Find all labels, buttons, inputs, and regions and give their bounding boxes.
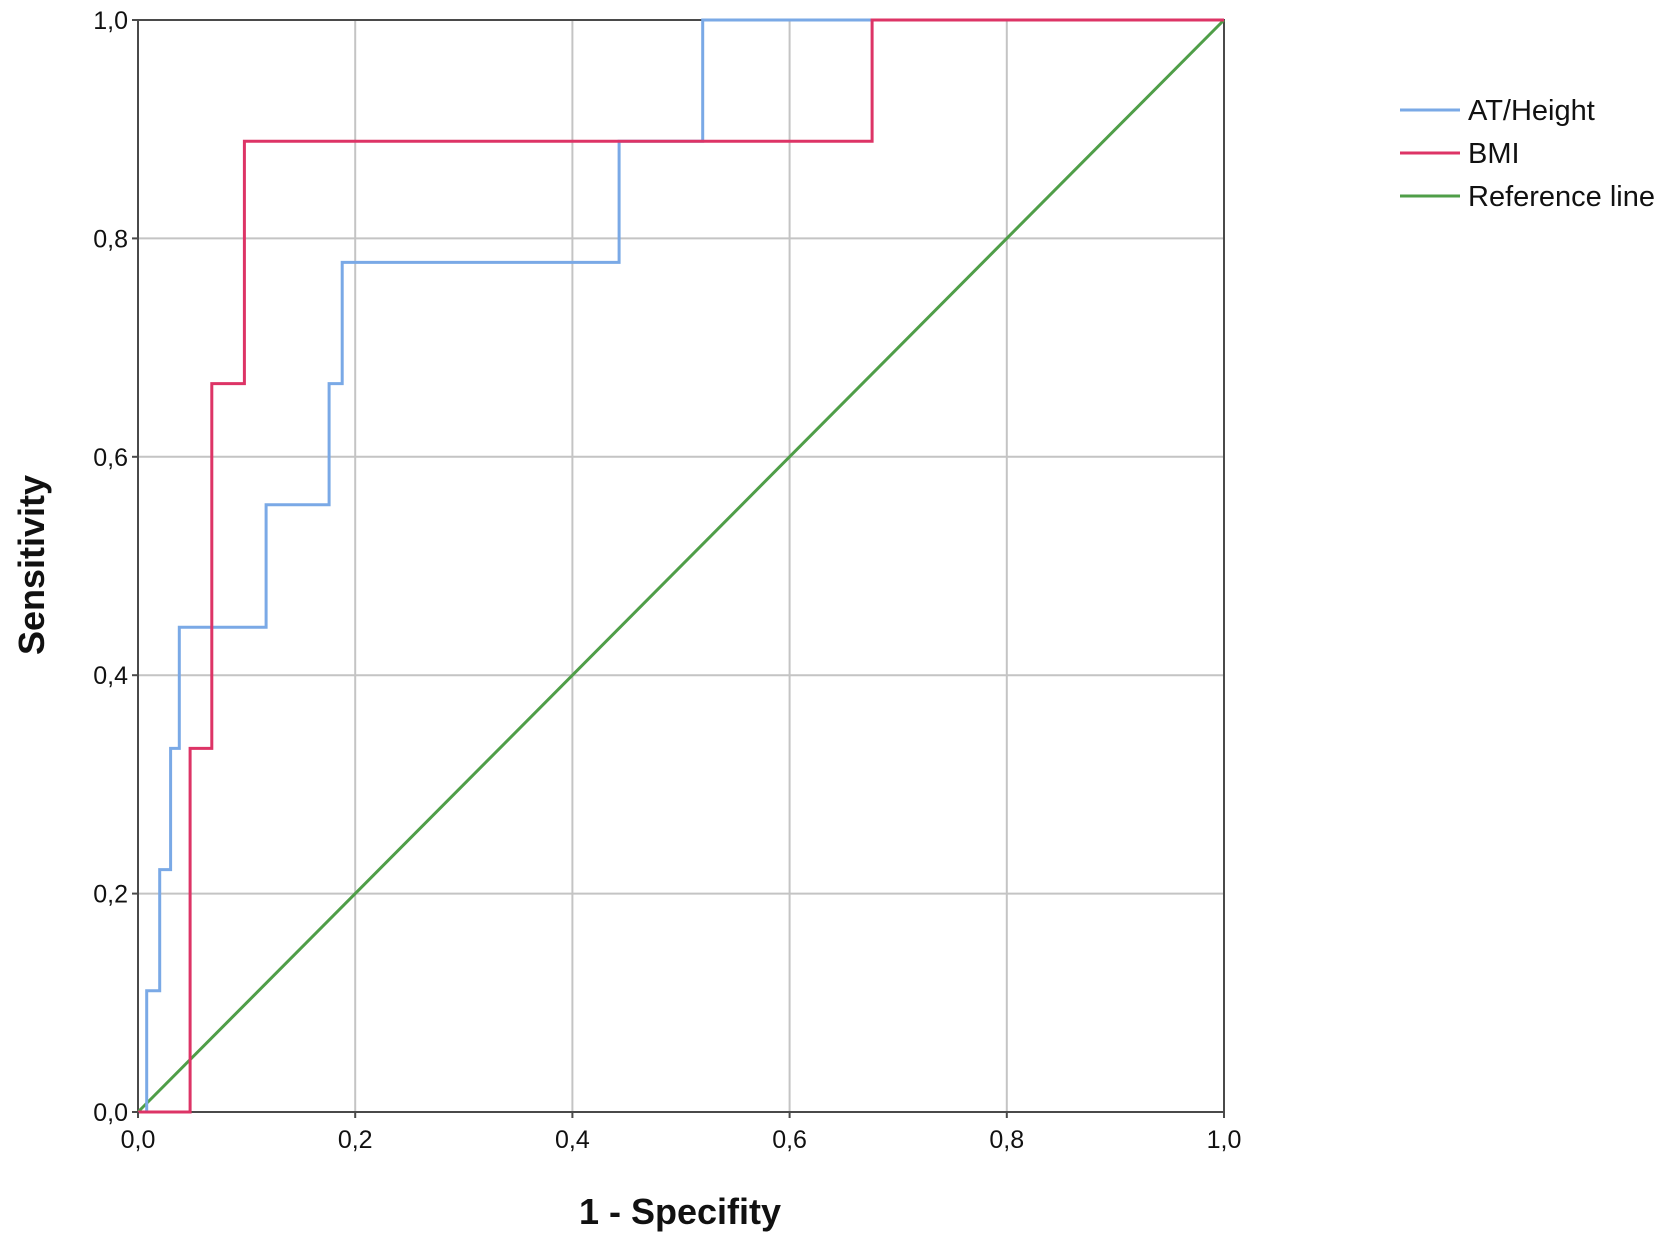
y-axis-title: Sensitivity [11, 475, 52, 655]
legend-label-bmi: BMI [1468, 138, 1520, 170]
x-tick-label: 0,0 [121, 1126, 156, 1154]
x-axis-ticks: 0,0 0,2 0,4 0,6 0,8 1,0 [121, 1112, 1242, 1154]
plot-frame [137, 19, 1225, 1113]
y-axis-ticks: 0,0 0,2 0,4 0,6 0,8 1,0 [93, 7, 138, 1127]
legend-label-at-height: AT/Height [1468, 95, 1595, 127]
series-layer [136, 18, 1226, 1114]
x-tick-label: 1,0 [1207, 1126, 1242, 1154]
series-line-at-height [138, 18, 1224, 1114]
legend-label-reference-line: Reference line [1468, 181, 1655, 213]
y-tick-label: 0,0 [93, 1099, 128, 1127]
y-tick-label: 0,8 [93, 225, 128, 253]
y-tick-label: 1,0 [93, 7, 128, 35]
series-line-bmi [138, 18, 1224, 1114]
y-tick-label: 0,4 [93, 662, 128, 690]
x-tick-label: 0,6 [772, 1126, 807, 1154]
series-line-reference-line [136, 18, 1226, 1114]
x-axis-title: 1 - Specifity [579, 1191, 781, 1232]
x-tick-label: 0,8 [989, 1126, 1024, 1154]
x-tick-label: 0,2 [338, 1126, 373, 1154]
legend: AT/Height BMI Reference line [1400, 95, 1655, 213]
y-tick-label: 0,2 [93, 881, 128, 909]
x-tick-label: 0,4 [555, 1126, 590, 1154]
y-tick-label: 0,6 [93, 444, 128, 472]
